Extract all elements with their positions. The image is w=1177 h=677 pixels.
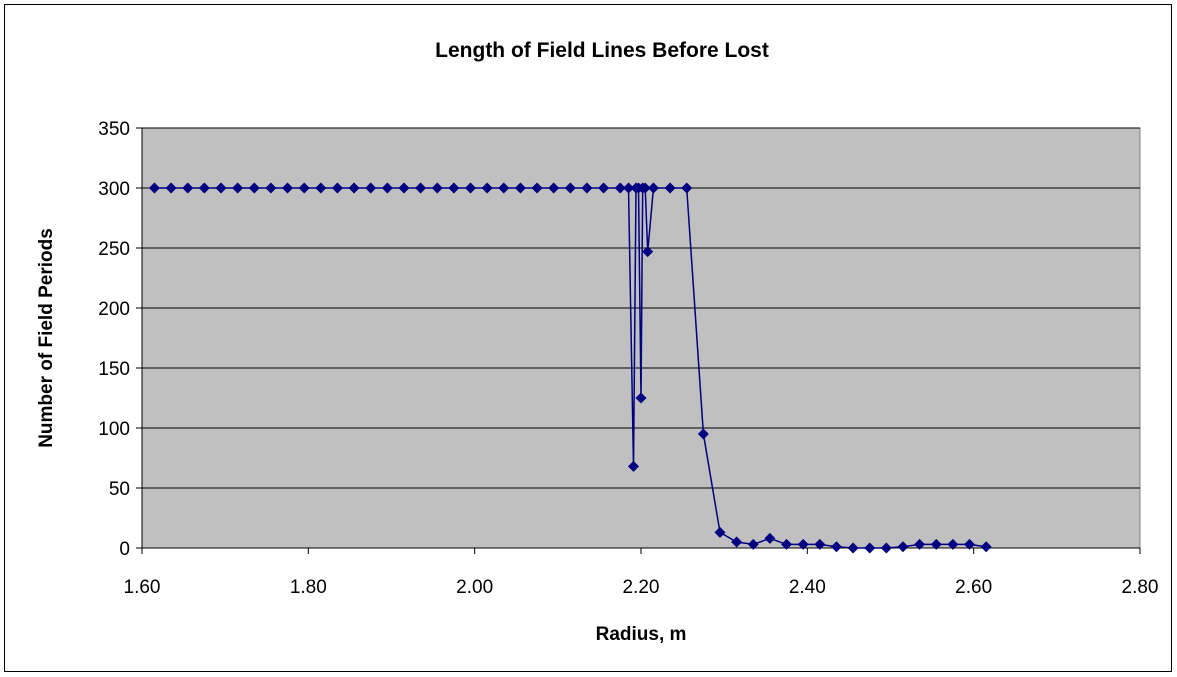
data-point: [481, 182, 493, 194]
data-point: [431, 182, 443, 194]
data-point: [614, 182, 626, 194]
data-point: [465, 182, 477, 194]
data-point: [635, 392, 647, 404]
x-tick-label: 1.80: [290, 577, 327, 598]
x-tick-label: 2.40: [789, 577, 826, 598]
data-point: [248, 182, 260, 194]
data-point: [947, 538, 959, 550]
data-point: [647, 182, 659, 194]
data-point: [182, 182, 194, 194]
data-point: [381, 182, 393, 194]
data-point: [348, 182, 360, 194]
data-point: [398, 182, 410, 194]
data-point: [764, 532, 776, 544]
tick-labels: 0 50 100 150 200 250 300 350 1.60 1.80 2.00 2.20 2.4…: [98, 119, 1158, 598]
y-tick-label: 200: [98, 299, 130, 320]
y-tick-label: 250: [98, 239, 130, 260]
data-point: [215, 182, 227, 194]
x-axis-title: Radius, m: [596, 624, 687, 645]
data-point: [282, 182, 294, 194]
x-tick-label: 2.80: [1122, 577, 1159, 598]
data-point: [415, 182, 427, 194]
data-point: [148, 182, 160, 194]
x-tick-label: 2.00: [456, 577, 493, 598]
data-point: [642, 246, 654, 258]
data-point: [830, 541, 842, 553]
data-point: [639, 182, 651, 194]
data-point: [847, 542, 859, 554]
data-point: [548, 182, 560, 194]
data-point: [930, 538, 942, 550]
data-point: [664, 182, 676, 194]
data-point: [714, 526, 726, 538]
data-point: [980, 541, 992, 553]
data-point: [628, 460, 640, 472]
data-point: [914, 538, 926, 550]
y-tick-label: 100: [98, 419, 130, 440]
data-point: [331, 182, 343, 194]
data-point: [265, 182, 277, 194]
data-point: [731, 536, 743, 548]
y-tick-label: 0: [119, 539, 130, 560]
data-point: [531, 182, 543, 194]
data-point: [864, 542, 876, 554]
y-tick-label: 300: [98, 179, 130, 200]
data-point: [514, 182, 526, 194]
data-point: [232, 182, 244, 194]
data-point: [165, 182, 177, 194]
x-tick-label: 1.60: [124, 577, 161, 598]
y-tick-label: 150: [98, 359, 130, 380]
data-point: [681, 182, 693, 194]
y-tick-label: 350: [98, 119, 130, 140]
data-point: [697, 428, 709, 440]
data-point: [315, 182, 327, 194]
data-point: [964, 538, 976, 550]
data-point: [198, 182, 210, 194]
data-point: [498, 182, 510, 194]
x-tick-label: 2.20: [623, 577, 660, 598]
data-points: [148, 182, 992, 554]
data-point: [623, 182, 635, 194]
y-axis-title: Number of Field Periods: [36, 228, 57, 448]
data-point: [564, 182, 576, 194]
data-point: [781, 538, 793, 550]
data-point: [365, 182, 377, 194]
data-point: [814, 538, 826, 550]
chart-title: Length of Field Lines Before Lost: [435, 39, 769, 62]
data-point: [448, 182, 460, 194]
data-point: [797, 538, 809, 550]
x-tick-label: 2.60: [955, 577, 992, 598]
data-point: [897, 541, 909, 553]
data-point: [298, 182, 310, 194]
data-point: [747, 538, 759, 550]
y-tick-label: 50: [109, 479, 130, 500]
data-point: [598, 182, 610, 194]
data-point: [880, 542, 892, 554]
data-point: [581, 182, 593, 194]
